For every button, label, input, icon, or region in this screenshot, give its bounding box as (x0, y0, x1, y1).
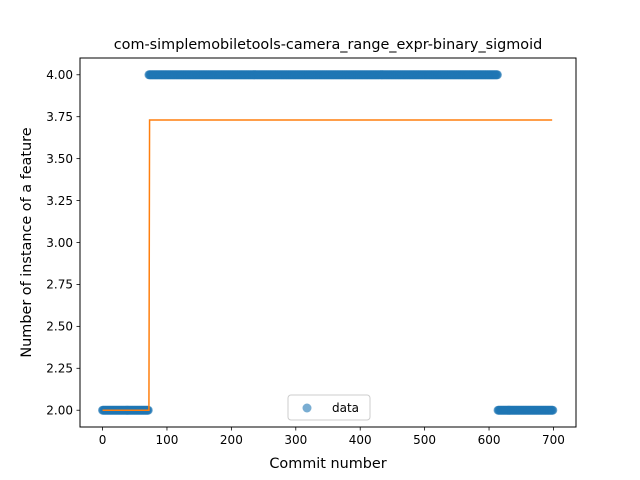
legend-marker-data (302, 403, 312, 413)
plot-frame (79, 57, 577, 428)
y-axis: 2.00 2.25 2.50 2.75 3.00 3.25 3.50 3.75 4.00 (46, 68, 80, 418)
chart-title: com-simplemobiletools-camera_range_expr-… (114, 37, 542, 53)
fit-line (102, 119, 553, 411)
legend: data (287, 394, 371, 421)
x-tick-label: 700 (542, 433, 565, 447)
x-tick-label: 100 (156, 433, 179, 447)
y-tick-label: 3.75 (46, 110, 73, 124)
x-tick-label: 0 (99, 433, 107, 447)
y-tick-label: 2.50 (46, 320, 73, 334)
plot-area (79, 57, 577, 428)
y-tick-label: 3.00 (46, 236, 73, 250)
y-tick-label: 3.50 (46, 152, 73, 166)
legend-label-data: data (332, 401, 359, 415)
y-tick-label: 4.00 (46, 68, 73, 82)
chart-marks (98, 70, 558, 415)
data-point (548, 405, 558, 415)
x-tick-label: 500 (413, 433, 436, 447)
legend-box (287, 394, 371, 421)
y-tick-label: 2.75 (46, 278, 73, 292)
y-axis-label: Number of instance of a feature (19, 127, 35, 357)
y-tick-label: 3.25 (46, 194, 73, 208)
y-tick-label: 2.25 (46, 362, 73, 376)
x-tick-label: 600 (478, 433, 501, 447)
x-axis-label: Commit number (269, 456, 386, 472)
y-tick-label: 2.00 (46, 404, 73, 418)
x-tick-label: 200 (220, 433, 243, 447)
x-tick-label: 300 (284, 433, 307, 447)
data-point (492, 70, 502, 80)
x-tick-label: 400 (349, 433, 372, 447)
x-axis: 0 100 200 300 400 500 600 700 (99, 427, 565, 447)
